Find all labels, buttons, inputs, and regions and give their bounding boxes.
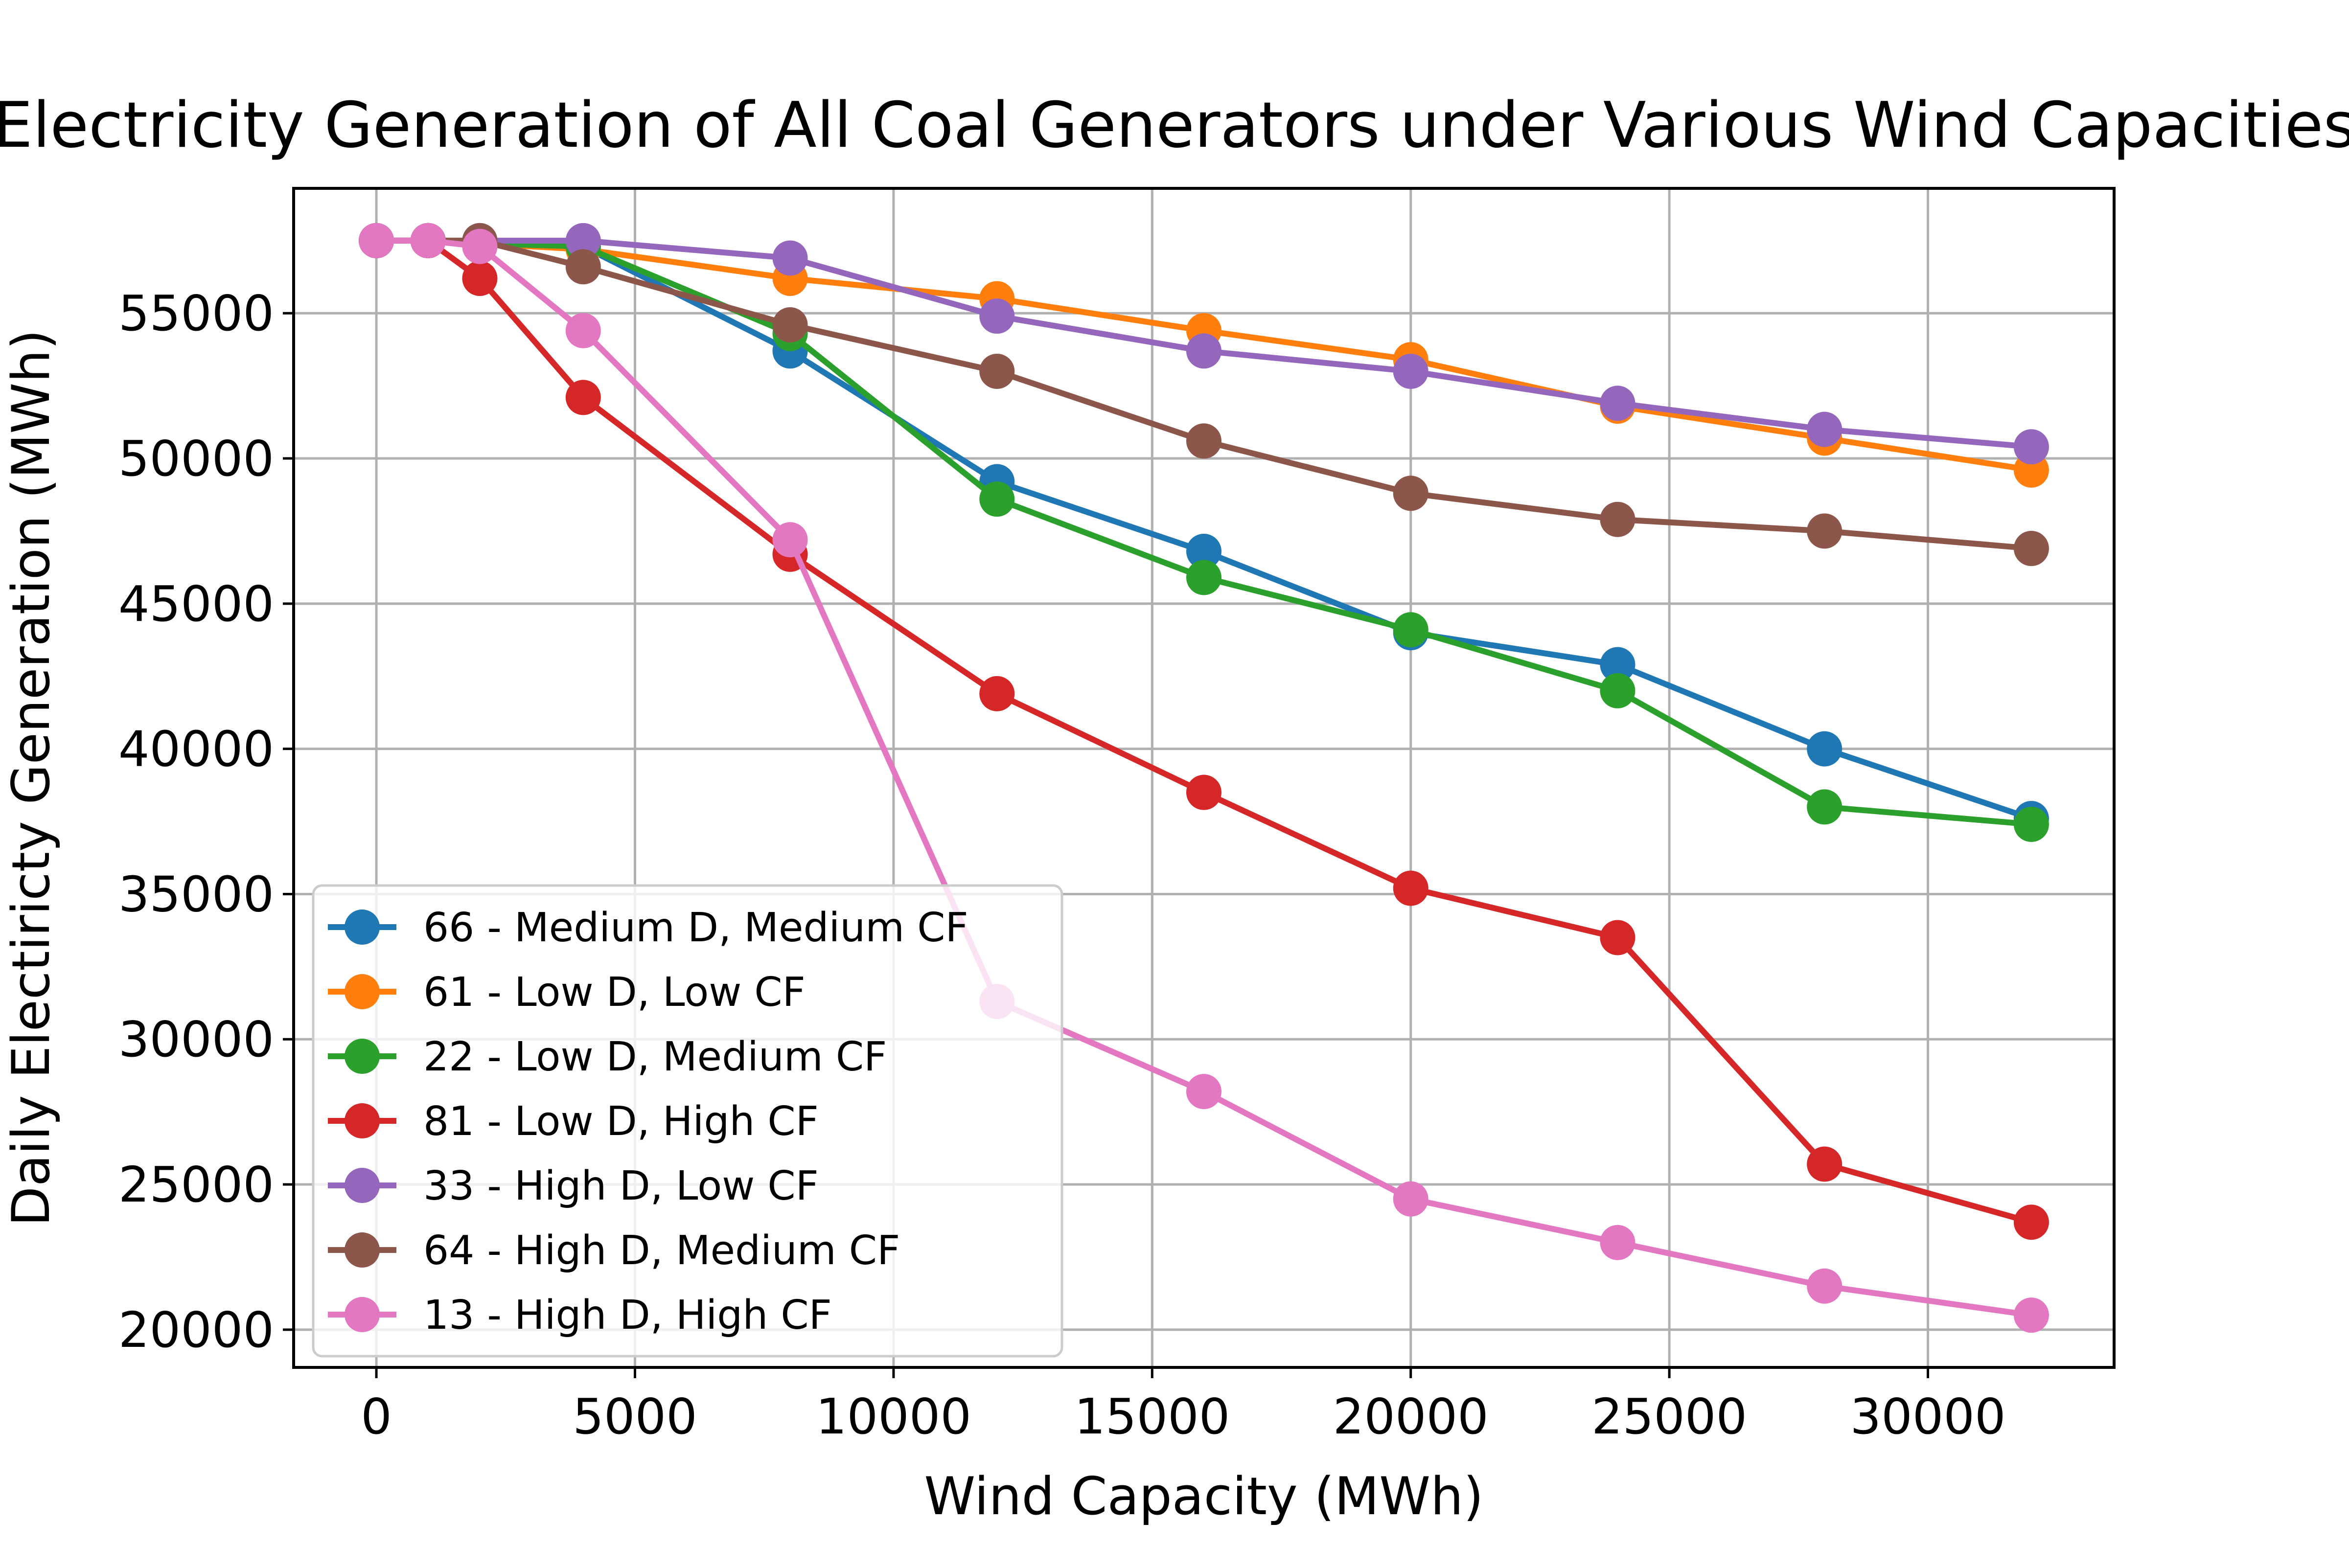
- legend-marker: [345, 1103, 380, 1138]
- data-point: [1393, 353, 1428, 389]
- legend-item: 33 - High D, Low CF: [328, 1163, 819, 1209]
- legend-box: [312, 884, 1063, 1358]
- x-tick-label: 15000: [1074, 1388, 1230, 1445]
- x-tick-label: 25000: [1591, 1388, 1747, 1445]
- data-point: [2013, 531, 2049, 567]
- y-tick-label: 55000: [118, 285, 274, 342]
- data-point: [772, 522, 808, 558]
- data-point: [1393, 870, 1428, 906]
- data-point: [565, 223, 601, 258]
- legend-label: 66 - Medium D, Medium CF: [423, 905, 968, 951]
- legend-marker: [345, 1168, 380, 1203]
- y-tick-label: 45000: [118, 575, 274, 633]
- legend-label: 81 - Low D, High CF: [423, 1098, 819, 1145]
- axis-ticks: 0 5000 10000 15000 20000 25000 30000 20000 25000…: [118, 285, 2006, 1445]
- y-tick-label: 50000: [118, 430, 274, 487]
- data-point: [979, 481, 1015, 517]
- data-point: [1186, 533, 1221, 569]
- data-point: [1807, 1146, 1842, 1182]
- data-point: [1600, 673, 1635, 708]
- data-series: [359, 223, 2049, 1333]
- legend-item: 13 - High D, High CF: [328, 1292, 832, 1339]
- data-point: [1393, 476, 1428, 511]
- legend-item: 66 - Medium D, Medium CF: [328, 905, 968, 951]
- data-point: [1807, 1268, 1842, 1304]
- data-point: [359, 223, 394, 258]
- data-point: [1807, 731, 1842, 767]
- y-tick-label: 25000: [118, 1156, 274, 1213]
- x-tick-label: 10000: [816, 1388, 971, 1445]
- y-axis-title: Daily Electiricty Generation (MWh): [1, 329, 61, 1226]
- plot-frame: [292, 187, 2116, 1369]
- data-point: [979, 298, 1015, 334]
- y-tick-label: 35000: [118, 865, 274, 923]
- legend-label: 64 - High D, Medium CF: [423, 1227, 900, 1274]
- legend: 66 - Medium D, Medium CF 61 - Low D, Low …: [312, 884, 1063, 1358]
- legend-item: 22 - Low D, Medium CF: [328, 1034, 887, 1080]
- data-point: [565, 249, 601, 285]
- y-tick-label: 40000: [118, 721, 274, 778]
- data-point: [462, 228, 498, 264]
- data-point: [2013, 806, 2049, 842]
- data-point: [1600, 386, 1635, 421]
- data-point: [1393, 612, 1428, 648]
- y-tick-label: 20000: [118, 1301, 274, 1359]
- data-point: [1600, 920, 1635, 955]
- data-point: [1807, 411, 1842, 447]
- data-point: [565, 313, 601, 348]
- legend-marker: [345, 1232, 380, 1268]
- data-point: [1600, 501, 1635, 537]
- legend-label: 33 - High D, Low CF: [423, 1163, 819, 1209]
- legend-marker: [345, 1297, 380, 1332]
- legend-marker: [345, 974, 380, 1009]
- legend-marker: [345, 909, 380, 945]
- legend-item: 61 - Low D, Low CF: [328, 969, 806, 1016]
- data-point: [1393, 1181, 1428, 1217]
- data-point: [1600, 1225, 1635, 1260]
- x-tick-label: 0: [361, 1388, 392, 1445]
- x-axis-title: Wind Capacity (MWh): [924, 1466, 1483, 1526]
- data-point: [1807, 789, 1842, 825]
- x-tick-label: 5000: [573, 1388, 697, 1445]
- data-point: [1807, 513, 1842, 549]
- data-point: [979, 676, 1015, 711]
- data-point: [1186, 1074, 1221, 1110]
- data-point: [1186, 423, 1221, 459]
- data-point: [565, 380, 601, 415]
- data-point: [462, 261, 498, 296]
- data-point: [979, 353, 1015, 389]
- data-point: [772, 307, 808, 342]
- data-point: [2013, 1204, 2049, 1240]
- legend-marker: [345, 1039, 380, 1074]
- data-point: [2013, 1297, 2049, 1333]
- legend-label: 22 - Low D, Medium CF: [423, 1034, 887, 1080]
- legend-label: 13 - High D, High CF: [423, 1292, 832, 1339]
- x-tick-label: 30000: [1850, 1388, 2005, 1445]
- legend-label: 61 - Low D, Low CF: [423, 969, 806, 1016]
- legend-item: 81 - Low D, High CF: [328, 1098, 819, 1145]
- chart-title: Electricity Generation of All Coal Gener…: [0, 89, 2349, 162]
- data-point: [2013, 429, 2049, 465]
- data-point: [772, 240, 808, 276]
- data-point: [410, 223, 446, 258]
- x-tick-label: 20000: [1333, 1388, 1489, 1445]
- legend-item: 64 - High D, Medium CF: [328, 1227, 900, 1274]
- y-tick-label: 30000: [118, 1011, 274, 1068]
- data-point: [1186, 774, 1221, 810]
- data-point: [1600, 647, 1635, 682]
- data-point: [1186, 560, 1221, 595]
- data-point: [1186, 333, 1221, 369]
